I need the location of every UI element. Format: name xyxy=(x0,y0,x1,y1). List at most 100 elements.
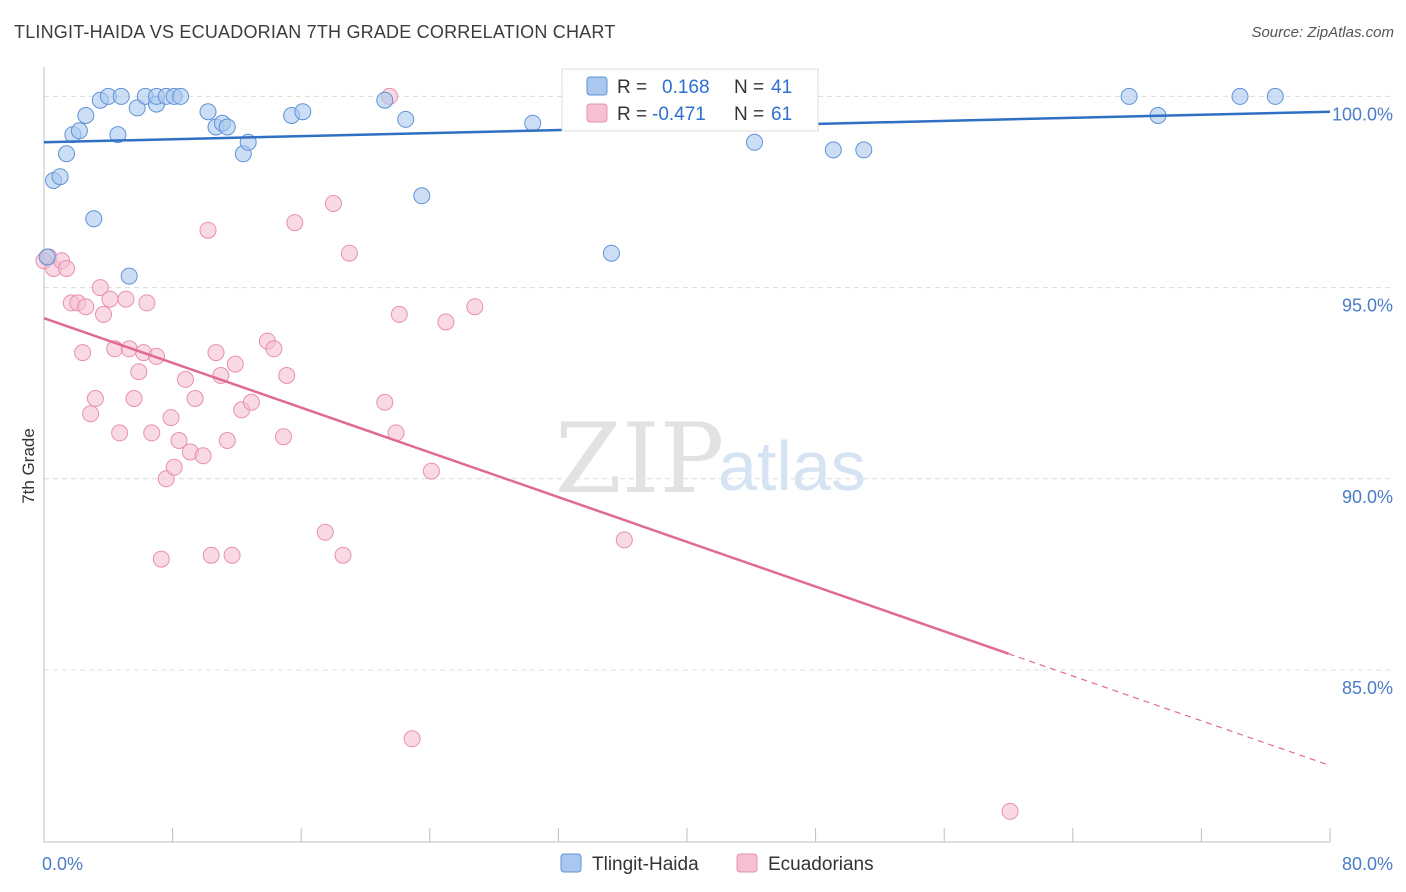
ecuadorian-point-51 xyxy=(376,393,394,411)
tlingit-point-32 xyxy=(602,244,620,262)
ecuadorian-point-39 xyxy=(226,355,244,373)
grid-lines xyxy=(44,95,1390,671)
y-tick-label-3: 85.0% xyxy=(1342,678,1393,698)
tlingit-point-39 xyxy=(1231,87,1249,105)
ecuadorian-point-48 xyxy=(324,195,342,212)
y-tick-label-1: 95.0% xyxy=(1342,296,1393,316)
source-credit: Source: ZipAtlas.com xyxy=(1251,24,1394,41)
stats-n-value-tlingit: 41 xyxy=(771,77,792,98)
tlingit-point-20 xyxy=(199,103,217,121)
ecuadorian-trend-line xyxy=(43,316,1009,655)
ecuadorian-point-47 xyxy=(316,523,334,541)
tlingit-point-23 xyxy=(218,118,236,136)
ecuadorian-point-59 xyxy=(615,531,633,549)
data-points xyxy=(35,87,1284,820)
tick-labels: 100.0% 95.0% 90.0% 85.0% 0.0% 80.0% xyxy=(42,104,1393,874)
ecuadorian-point-44 xyxy=(275,428,292,446)
ecuadorian-point-21 xyxy=(138,294,156,312)
tlingit-point-11 xyxy=(112,87,130,105)
y-tick-label-0: 100.0% xyxy=(1332,104,1393,124)
ecuadorian-point-18 xyxy=(125,390,143,407)
tlingit-point-36 xyxy=(855,141,873,159)
ecuadorian-point-56 xyxy=(422,462,440,480)
stats-n-label-tlingit: N = xyxy=(734,77,764,98)
tlingit-point-37 xyxy=(1120,87,1138,105)
legend-swatch-ecuadorian xyxy=(736,853,758,873)
ecuadorian-point-10 xyxy=(86,390,104,407)
stats-swatch-ecuadorian xyxy=(586,103,608,123)
ecuadorian-point-28 xyxy=(170,432,188,449)
stats-r-value-tlingit: 0.168 xyxy=(662,77,710,98)
legend-swatch-tlingit xyxy=(560,853,582,873)
ecuadorian-point-16 xyxy=(117,290,135,308)
ecuadorian-point-31 xyxy=(186,390,204,407)
ecuadorian-point-45 xyxy=(278,367,296,384)
ecuadorian-point-34 xyxy=(202,546,220,564)
ecuadorian-point-9 xyxy=(82,405,100,423)
ecuadorian-point-29 xyxy=(177,370,194,388)
ecuadorian-point-27 xyxy=(165,458,183,476)
ecuadorian-point-15 xyxy=(111,424,129,442)
ecuadorian-point-37 xyxy=(218,432,236,449)
ecuadorian-trend-extension xyxy=(1008,653,1331,767)
tlingit-point-0 xyxy=(38,248,56,266)
tlingit-point-40 xyxy=(1266,87,1284,105)
tlingit-point-35 xyxy=(824,141,842,159)
ecuadorian-point-12 xyxy=(95,305,112,323)
axes xyxy=(43,67,1331,843)
ecuadorian-point-33 xyxy=(199,221,217,239)
ecuadorian-point-54 xyxy=(390,305,408,323)
tlingit-point-29 xyxy=(397,110,415,128)
stats-r-value-ecuadorian: -0.471 xyxy=(652,104,706,125)
stats-r-label-ecuadorian: R = xyxy=(617,104,647,125)
legend: Tlingit-Haida Ecuadorians xyxy=(560,853,874,875)
y-axis-label: 7th Grade xyxy=(19,428,38,504)
tlingit-point-19 xyxy=(172,87,190,105)
ecuadorian-point-7 xyxy=(74,344,92,362)
ecuadorian-point-8 xyxy=(77,298,95,316)
ecuadorian-point-19 xyxy=(130,363,148,381)
tlingit-point-5 xyxy=(70,122,88,140)
watermark: ZIP atlas xyxy=(555,403,866,515)
stats-swatch-tlingit xyxy=(586,76,608,96)
stats-n-label-ecuadorian: N = xyxy=(734,104,764,125)
chart-title: TLINGIT-HAIDA VS ECUADORIAN 7TH GRADE CO… xyxy=(14,22,616,42)
ecuadorian-point-26 xyxy=(162,409,180,427)
tlingit-point-30 xyxy=(413,187,431,205)
tlingit-point-28 xyxy=(376,91,394,109)
ecuadorian-point-38 xyxy=(223,546,241,564)
tlingit-point-10 xyxy=(109,126,127,144)
ecuadorian-point-22 xyxy=(143,424,161,442)
x-tick-label-0: 0.0% xyxy=(42,854,83,874)
ecuadorian-point-32 xyxy=(194,447,212,465)
tlingit-point-6 xyxy=(77,107,95,124)
ecuadorian-point-13 xyxy=(101,290,119,308)
ecuadorian-point-4 xyxy=(58,260,75,277)
tlingit-point-34 xyxy=(746,133,763,151)
watermark-zip: ZIP xyxy=(555,403,724,515)
ecuadorian-point-49 xyxy=(334,546,352,564)
ecuadorian-point-24 xyxy=(152,550,170,568)
legend-label-tlingit: Tlingit-Haida xyxy=(592,854,699,875)
tlingit-point-27 xyxy=(294,103,312,121)
stats-n-value-ecuadorian: 61 xyxy=(771,104,792,125)
tlingit-point-3 xyxy=(58,145,75,163)
ecuadorian-point-55 xyxy=(403,730,421,748)
watermark-atlas: atlas xyxy=(718,427,866,505)
ecuadorian-point-57 xyxy=(437,313,455,331)
ecuadorian-point-46 xyxy=(286,214,304,232)
x-tick-label-1: 80.0% xyxy=(1342,854,1393,874)
stats-r-label-tlingit: R = xyxy=(617,77,647,98)
ecuadorian-point-41 xyxy=(242,393,260,411)
tlingit-point-7 xyxy=(85,210,103,228)
ecuadorian-point-43 xyxy=(265,340,283,358)
tlingit-point-12 xyxy=(120,267,138,285)
ecuadorian-point-11 xyxy=(91,279,109,297)
ecuadorian-point-58 xyxy=(466,298,484,316)
tlingit-point-31 xyxy=(524,114,542,132)
y-tick-label-2: 90.0% xyxy=(1342,487,1393,507)
ecuadorian-point-50 xyxy=(340,244,358,262)
tlingit-point-2 xyxy=(51,168,69,186)
ecuadorian-point-60 xyxy=(1001,802,1019,820)
